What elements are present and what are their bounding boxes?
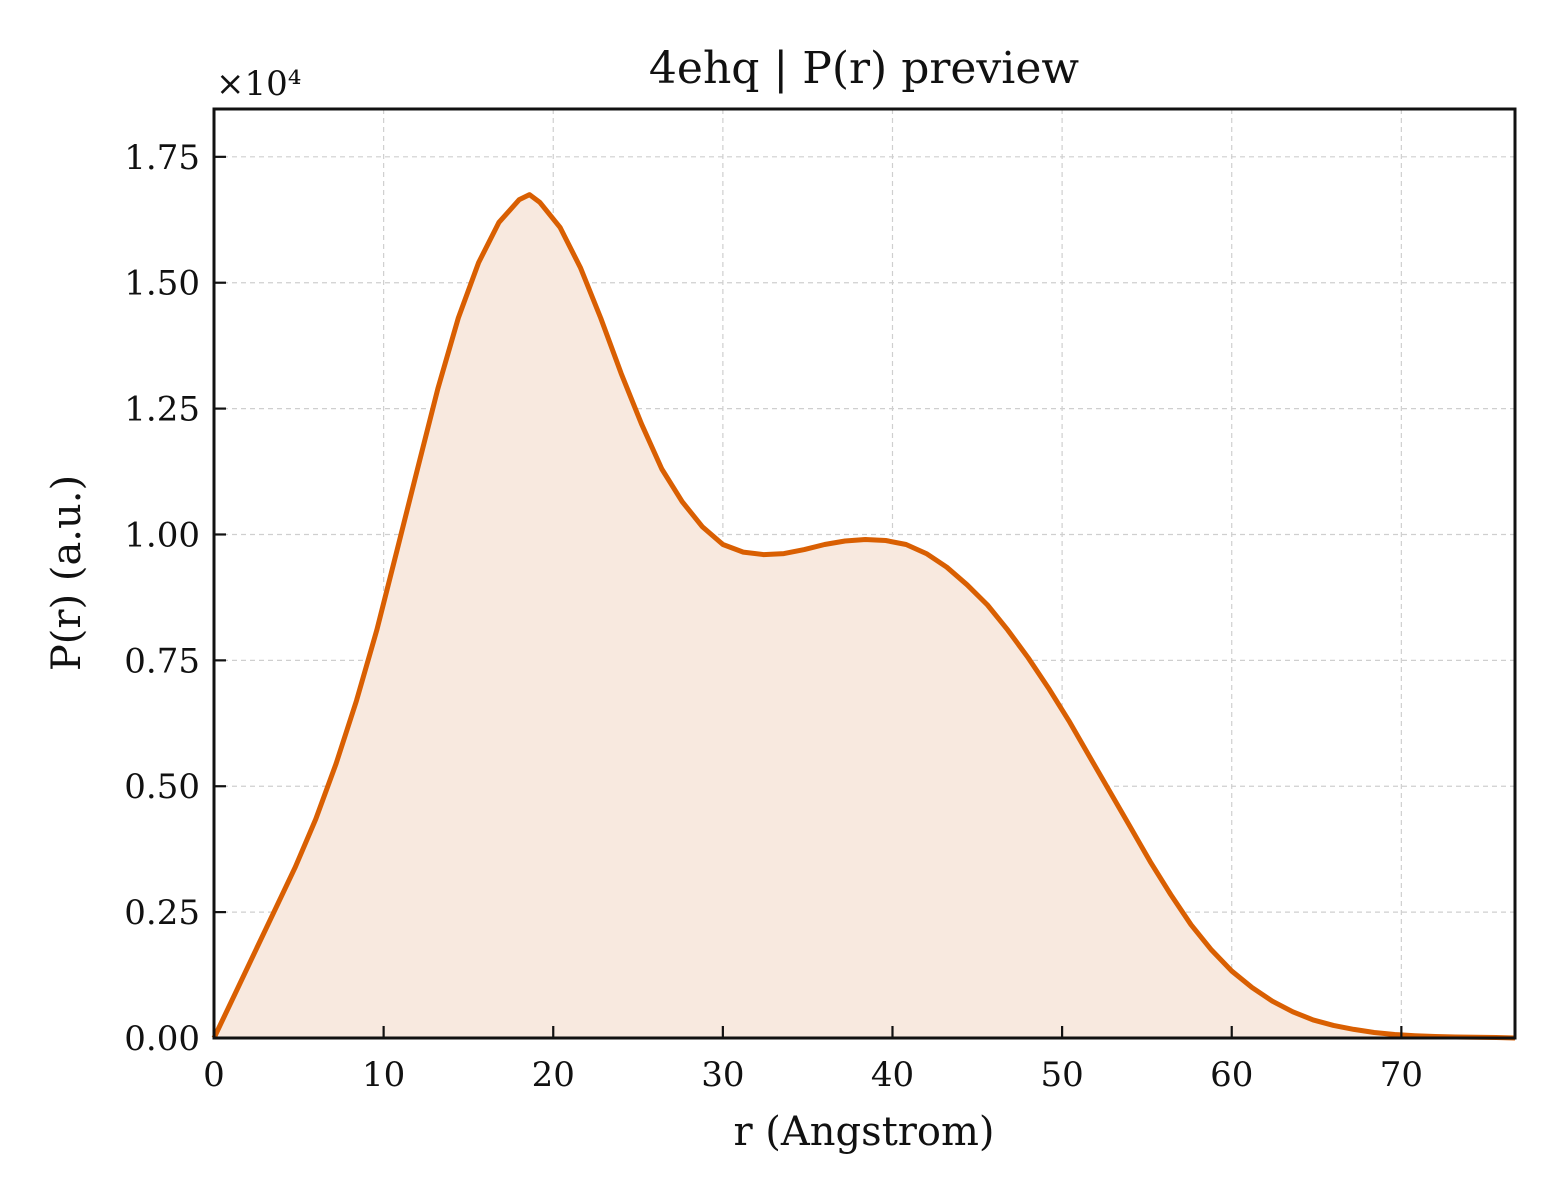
series-area-fill [214,194,1515,1039]
plot-frame [212,107,1517,1040]
y-multiplier-label: ×10⁴ [216,64,301,104]
y-tick-label: 0.25 [124,893,200,933]
y-tick-label: 0.00 [124,1019,200,1059]
x-tick-label: 70 [1380,1055,1423,1095]
x-tick-label: 10 [362,1055,405,1095]
x-axis-tick-labels: 0 10 20 30 40 50 60 70 [203,1055,1423,1095]
x-tick-label: 40 [871,1055,914,1095]
y-axis-title: P(r) (a.u.) [44,475,90,671]
y-axis-tick-labels: 0.00 0.25 0.50 0.75 1.00 1.25 1.50 1.75 [124,138,200,1059]
y-tick-label: 1.75 [124,138,200,178]
y-tick-label: 1.00 [124,515,200,555]
y-tick-label: 0.75 [124,641,200,681]
y-tick-label: 0.50 [124,767,200,807]
x-tick-label: 30 [701,1055,744,1095]
x-tick-label: 50 [1040,1055,1083,1095]
y-tick-label: 1.50 [124,264,200,304]
series-line [211,192,1516,1041]
x-axis-title: r (Angstrom) [733,1109,994,1155]
y-tick-label: 1.25 [124,390,200,430]
x-tick-label: 60 [1210,1055,1253,1095]
x-tick-label: 0 [203,1055,225,1095]
chart-title: 4ehq | P(r) preview [649,43,1079,94]
x-tick-label: 20 [532,1055,575,1095]
